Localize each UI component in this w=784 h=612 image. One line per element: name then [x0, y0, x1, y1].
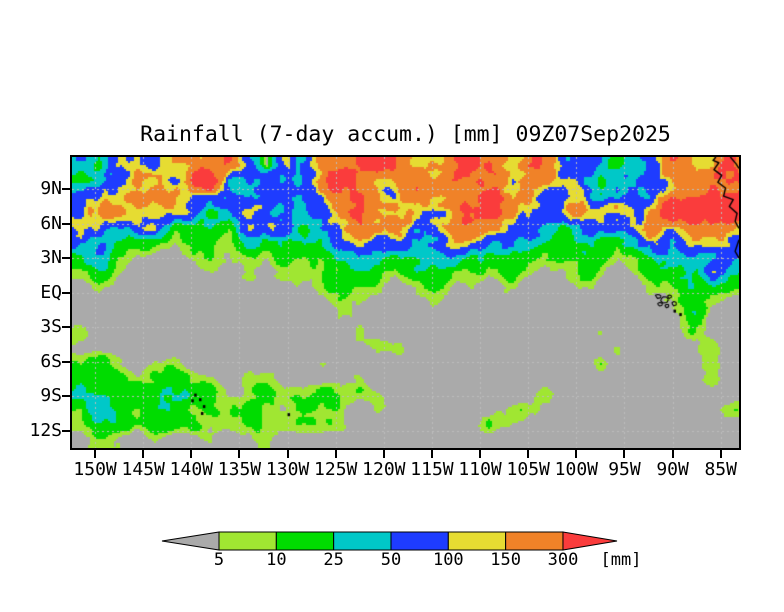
colorbar-unit-label: [mm] — [600, 550, 642, 570]
colorbar-segment-0 — [218, 531, 277, 551]
lon-label-110W: 110W — [458, 459, 502, 480]
lat-label-3N: 3N — [40, 247, 62, 269]
lon-label-125W: 125W — [314, 459, 358, 480]
plot-title: Rainfall (7-day accum.) [mm] 09Z07Sep202… — [140, 122, 671, 147]
lon-tick — [238, 450, 241, 458]
lon-label-140W: 140W — [169, 459, 214, 480]
lon-tick — [190, 450, 193, 458]
map-frame — [70, 155, 741, 450]
lat-label-6N: 6N — [40, 212, 62, 234]
lon-tick — [479, 450, 482, 458]
colorbar-level-300: 300 — [547, 550, 579, 570]
lon-label-90W: 90W — [656, 459, 689, 480]
lat-tick — [62, 291, 70, 294]
lon-tick — [94, 450, 97, 458]
lon-label-145W: 145W — [121, 459, 165, 480]
lat-label-6S: 6S — [40, 350, 62, 372]
lon-tick — [719, 450, 722, 458]
lat-label-12S: 12S — [29, 419, 62, 441]
lon-tick — [286, 450, 289, 458]
colorbar-above-arrow — [562, 531, 618, 551]
lat-tick — [62, 429, 70, 432]
colorbar-below-arrow — [161, 531, 220, 551]
lon-label-95W: 95W — [608, 459, 641, 480]
lat-label-EQ: EQ — [40, 281, 62, 303]
lat-tick — [62, 222, 70, 225]
colorbar-level-50: 50 — [380, 550, 402, 570]
lon-tick — [142, 450, 145, 458]
lat-tick — [62, 326, 70, 329]
lon-label-120W: 120W — [362, 459, 406, 480]
lon-tick — [575, 450, 578, 458]
lat-tick — [62, 360, 70, 363]
lat-tick — [62, 188, 70, 191]
lat-label-9N: 9N — [40, 178, 62, 200]
colorbar-segment-2 — [333, 531, 392, 551]
colorbar-segment-3 — [390, 531, 449, 551]
lon-tick — [430, 450, 433, 458]
lon-tick — [527, 450, 530, 458]
colorbar-level-100: 100 — [432, 550, 464, 570]
lon-tick — [623, 450, 626, 458]
lon-label-130W: 130W — [265, 459, 310, 480]
lat-label-9S: 9S — [40, 385, 62, 407]
lon-label-105W: 105W — [506, 459, 550, 480]
lat-tick — [62, 257, 70, 260]
lon-tick — [671, 450, 674, 458]
lon-label-85W: 85W — [704, 459, 737, 480]
colorbar-level-5: 5 — [213, 550, 225, 570]
colorbar-segment-1 — [275, 531, 335, 551]
colorbar-level-25: 25 — [323, 550, 344, 570]
lon-tick — [382, 450, 385, 458]
lon-label-135W: 135W — [217, 459, 262, 480]
lon-tick — [334, 450, 337, 458]
lon-label-150W: 150W — [73, 459, 117, 480]
rainfall-map-canvas — [72, 157, 739, 448]
colorbar-segment-4 — [447, 531, 507, 551]
colorbar-level-150: 150 — [490, 550, 521, 570]
lat-tick — [62, 395, 70, 398]
lon-label-115W: 115W — [410, 459, 454, 480]
colorbar-segment-5 — [505, 531, 564, 551]
lat-label-3S: 3S — [40, 316, 62, 338]
lon-label-100W: 100W — [554, 459, 598, 480]
colorbar-level-10: 10 — [266, 550, 287, 570]
